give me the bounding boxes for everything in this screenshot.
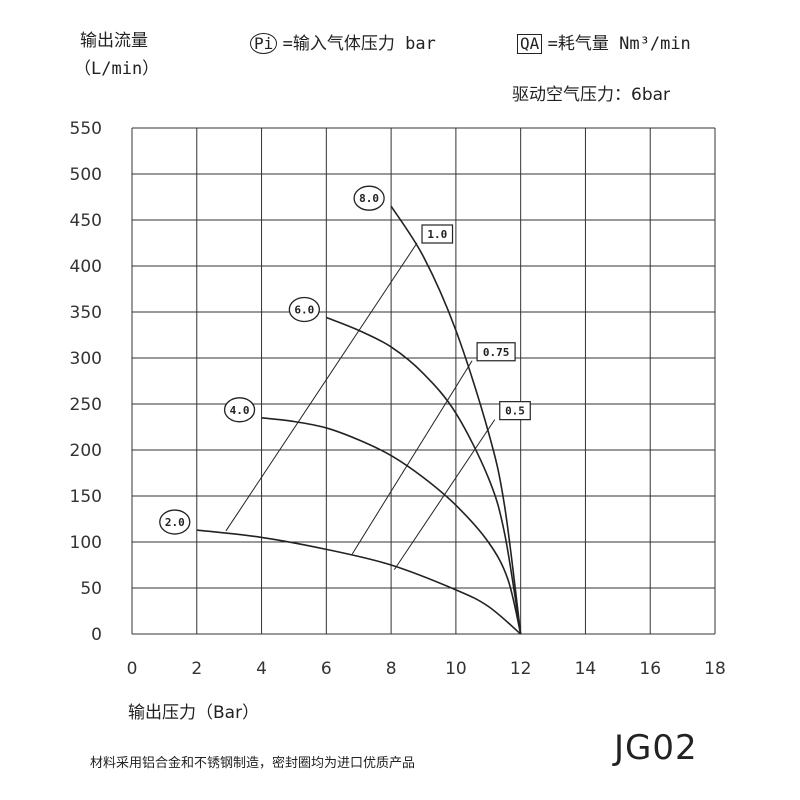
qa-marker-label: 0.75 bbox=[483, 346, 510, 359]
y-axis-unit: （L/min） bbox=[74, 59, 160, 79]
pi-legend: Pi =输入气体压力 bar bbox=[250, 33, 436, 55]
qa-description: =耗气量 Nm³/min bbox=[547, 34, 691, 54]
y-tick-label: 350 bbox=[70, 303, 102, 323]
qa-marker-1.0: 1.0 bbox=[421, 224, 454, 244]
y-tick-label: 300 bbox=[70, 349, 102, 369]
y-tick-label: 0 bbox=[91, 625, 102, 645]
drive-pressure-label: 驱动空气压力：6bar bbox=[512, 85, 671, 105]
qa-legend: QA =耗气量 Nm³/min bbox=[517, 33, 691, 55]
pi-marker-label: 8.0 bbox=[359, 192, 379, 205]
x-tick-label: 4 bbox=[256, 659, 267, 679]
qa-marker-box bbox=[476, 342, 516, 362]
qa-marker-0.5: 0.5 bbox=[499, 401, 531, 421]
qa-marker-label: 0.5 bbox=[505, 405, 525, 418]
qa-line-1.0 bbox=[225, 242, 418, 532]
model-number: JG02 bbox=[614, 728, 698, 768]
pi-marker-circle bbox=[288, 296, 320, 323]
pi-marker-label: 4.0 bbox=[230, 404, 250, 417]
y-tick-label: 500 bbox=[70, 165, 102, 185]
qa-line-0.75 bbox=[351, 360, 473, 555]
pi-marker-label: 2.0 bbox=[165, 516, 185, 529]
pi-symbol: Pi bbox=[250, 33, 278, 54]
x-tick-label: 12 bbox=[510, 659, 532, 679]
x-tick-label: 8 bbox=[386, 659, 397, 679]
y-tick-label: 400 bbox=[70, 257, 102, 277]
pi-marker-circle bbox=[223, 397, 256, 423]
x-axis-title: 输出压力（Bar） bbox=[128, 703, 260, 723]
pi-curve-8.0 bbox=[390, 205, 522, 635]
curve-markers: 2.0 4.0 6.0 8.0 1.0 0.75 0.5 bbox=[159, 185, 531, 535]
x-tick-label: 2 bbox=[191, 659, 202, 679]
y-tick-label: 550 bbox=[70, 119, 102, 139]
x-tick-label: 0 bbox=[127, 659, 138, 679]
qa-marker-label: 1.0 bbox=[427, 228, 447, 241]
pi-marker-circle bbox=[159, 509, 191, 535]
axis-tick-labels: 0 2 4 6 8 10 12 14 16 18 0 50 100 150 200 250 300 350 400 4… bbox=[70, 119, 726, 679]
y-axis-title: 输出流量 bbox=[80, 31, 148, 51]
qa-marker-0.75: 0.75 bbox=[476, 342, 516, 362]
grid bbox=[131, 127, 716, 635]
x-tick-label: 18 bbox=[704, 659, 726, 679]
pi-marker-label: 6.0 bbox=[294, 304, 314, 317]
qa-marker-box bbox=[499, 401, 531, 421]
pi-marker-4.0: 4.0 bbox=[223, 397, 256, 423]
y-tick-label: 100 bbox=[70, 533, 102, 553]
pi-description: =输入气体压力 bar bbox=[282, 34, 436, 54]
y-tick-label: 50 bbox=[80, 579, 102, 599]
x-tick-label: 16 bbox=[639, 659, 661, 679]
x-tick-label: 14 bbox=[575, 659, 597, 679]
y-tick-label: 250 bbox=[70, 395, 102, 415]
qa-marker-box bbox=[421, 224, 454, 244]
x-tick-label: 6 bbox=[321, 659, 332, 679]
y-tick-label: 200 bbox=[70, 441, 102, 461]
pi-curve-2.0 bbox=[196, 529, 522, 635]
material-note: 材料采用铝合金和不锈钢制造，密封圈均为进口优质产品 bbox=[90, 756, 416, 771]
pi-marker-6.0: 6.0 bbox=[288, 296, 320, 323]
qa-symbol: QA bbox=[517, 34, 543, 54]
pi-curve-6.0 bbox=[326, 316, 522, 635]
y-tick-label: 450 bbox=[70, 211, 102, 231]
qa-lines bbox=[225, 242, 496, 570]
qa-line-0.5 bbox=[393, 419, 496, 570]
x-tick-label: 10 bbox=[445, 659, 467, 679]
pi-marker-circle bbox=[353, 185, 385, 211]
y-tick-label: 150 bbox=[70, 487, 102, 507]
pi-marker-2.0: 2.0 bbox=[159, 509, 191, 535]
pi-marker-8.0: 8.0 bbox=[353, 185, 385, 211]
